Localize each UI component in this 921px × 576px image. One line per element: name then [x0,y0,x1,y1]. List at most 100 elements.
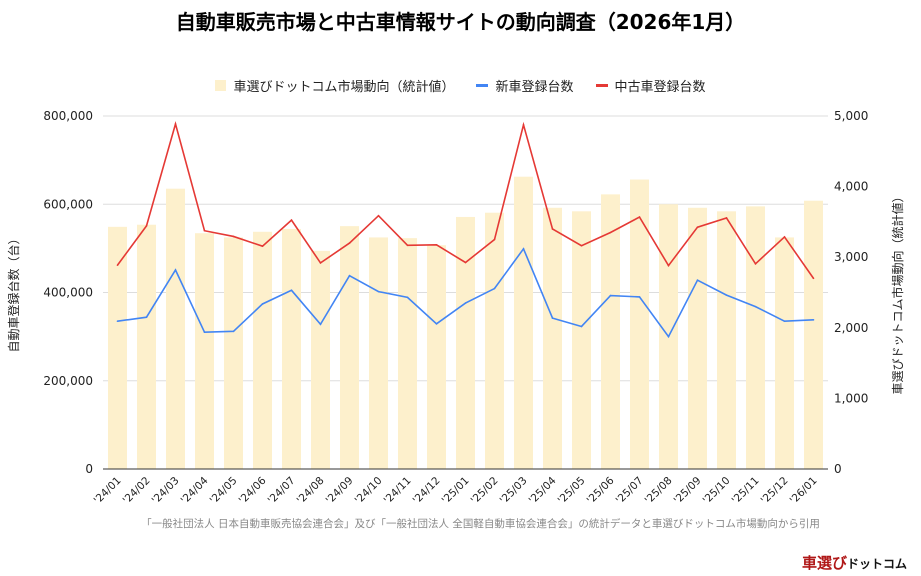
bar [427,245,446,469]
data-point [783,320,786,322]
data-point [145,316,148,319]
x-tick-label: '25/07 [614,475,646,507]
data-point [609,231,612,234]
x-tick-label: '26/01 [788,475,820,507]
x-tick-label: '25/08 [643,475,675,507]
data-point [812,277,815,280]
data-point [464,261,467,264]
legend-item-new-car: 新車登録台数 [476,76,574,95]
legend-item-market: 車選びドットコム市場動向（統計値） [215,76,454,95]
data-point [580,325,583,328]
bar [717,211,736,469]
data-point [174,269,177,271]
bar [282,228,301,469]
y2-tick-label: 5,000 [834,109,868,123]
bar [195,233,214,469]
data-point [609,294,612,297]
x-tick-label: '25/03 [498,475,530,507]
data-point [493,287,496,290]
data-point [580,244,583,247]
x-tick-label: '24/12 [411,475,443,507]
x-tick-label: '24/11 [382,475,414,507]
bar [572,211,591,469]
x-tick-label: '24/09 [324,475,356,507]
legend-swatch-bar [215,80,227,91]
bar [543,207,562,469]
data-point [116,264,119,266]
bar [746,206,765,470]
data-point [696,226,699,228]
legend: 車選びドットコム市場動向（統計値） 新車登録台数 中古車登録台数 [0,76,921,95]
x-tick-label: '25/11 [730,475,762,507]
legend-item-used-car: 中古車登録台数 [595,76,706,95]
data-point [261,303,264,305]
y-axis-title: 自動車登録台数（台） [6,232,21,352]
data-point [522,124,525,126]
data-point [406,296,409,299]
y-tick-label: 200,000 [43,374,93,388]
data-point [493,238,496,241]
bar [166,188,185,469]
data-point [754,305,757,308]
data-point [406,244,409,247]
x-tick-label: '24/03 [150,475,182,507]
data-point [696,279,699,281]
data-point [377,214,380,217]
x-tick-label: '25/02 [469,475,501,507]
data-point [435,244,438,246]
x-tick-label: '25/09 [672,475,704,507]
x-tick-label: '25/12 [759,475,791,507]
x-tick-label: '25/10 [701,475,733,507]
bar [601,194,620,469]
data-point [667,264,670,267]
logo: 車選びドットコム [801,554,907,572]
data-point [290,219,293,221]
x-tick-label: '24/06 [237,474,269,506]
data-point [377,290,380,293]
legend-swatch-line [476,84,489,87]
data-point [725,294,728,296]
bar [398,238,417,469]
x-tick-label: '25/04 [527,474,559,506]
data-point [783,236,786,238]
y2-tick-label: 0 [834,462,842,476]
bar [804,200,823,469]
source-note: 「一般社団法人 日本自動車販売協会連合会」及び「一般社団法人 全国軽自動車協会連… [141,518,820,530]
data-point [754,263,757,265]
x-tick-label: '24/08 [295,475,327,507]
data-point [725,217,728,219]
bar [485,212,504,470]
bar [688,207,707,469]
y2-tick-label: 3,000 [834,250,868,264]
y2-tick-label: 4,000 [834,180,868,194]
data-point [203,331,206,334]
data-point [638,296,641,298]
x-tick-label: '24/04 [179,474,211,506]
x-tick-label: '24/10 [353,475,385,507]
data-point [551,228,554,230]
data-point [522,248,525,250]
data-point [348,242,351,244]
bar [108,226,127,469]
data-point [319,323,322,326]
data-point [232,235,235,238]
data-point [174,123,177,125]
bar [630,179,649,470]
data-point [145,225,148,227]
bar [369,237,388,469]
legend-label: 車選びドットコム市場動向（統計値） [233,80,455,95]
data-point [348,274,351,277]
data-point [551,317,554,319]
bar [137,224,156,469]
y-tick-label: 0 [85,462,93,476]
data-point [638,216,641,218]
bar [253,231,272,469]
x-tick-label: '25/01 [440,475,472,507]
x-tick-label: '24/05 [208,475,240,507]
bar [224,237,243,469]
legend-label: 新車登録台数 [495,80,574,95]
y-tick-label: 800,000 [43,109,93,123]
y2-axis-title: 車選びドットコム市場動向（統計値） [890,190,905,394]
chart-title: 自動車販売市場と中古車情報サイトの動向調査（2026年1月） [175,10,746,34]
x-tick-label: '24/07 [266,475,298,507]
